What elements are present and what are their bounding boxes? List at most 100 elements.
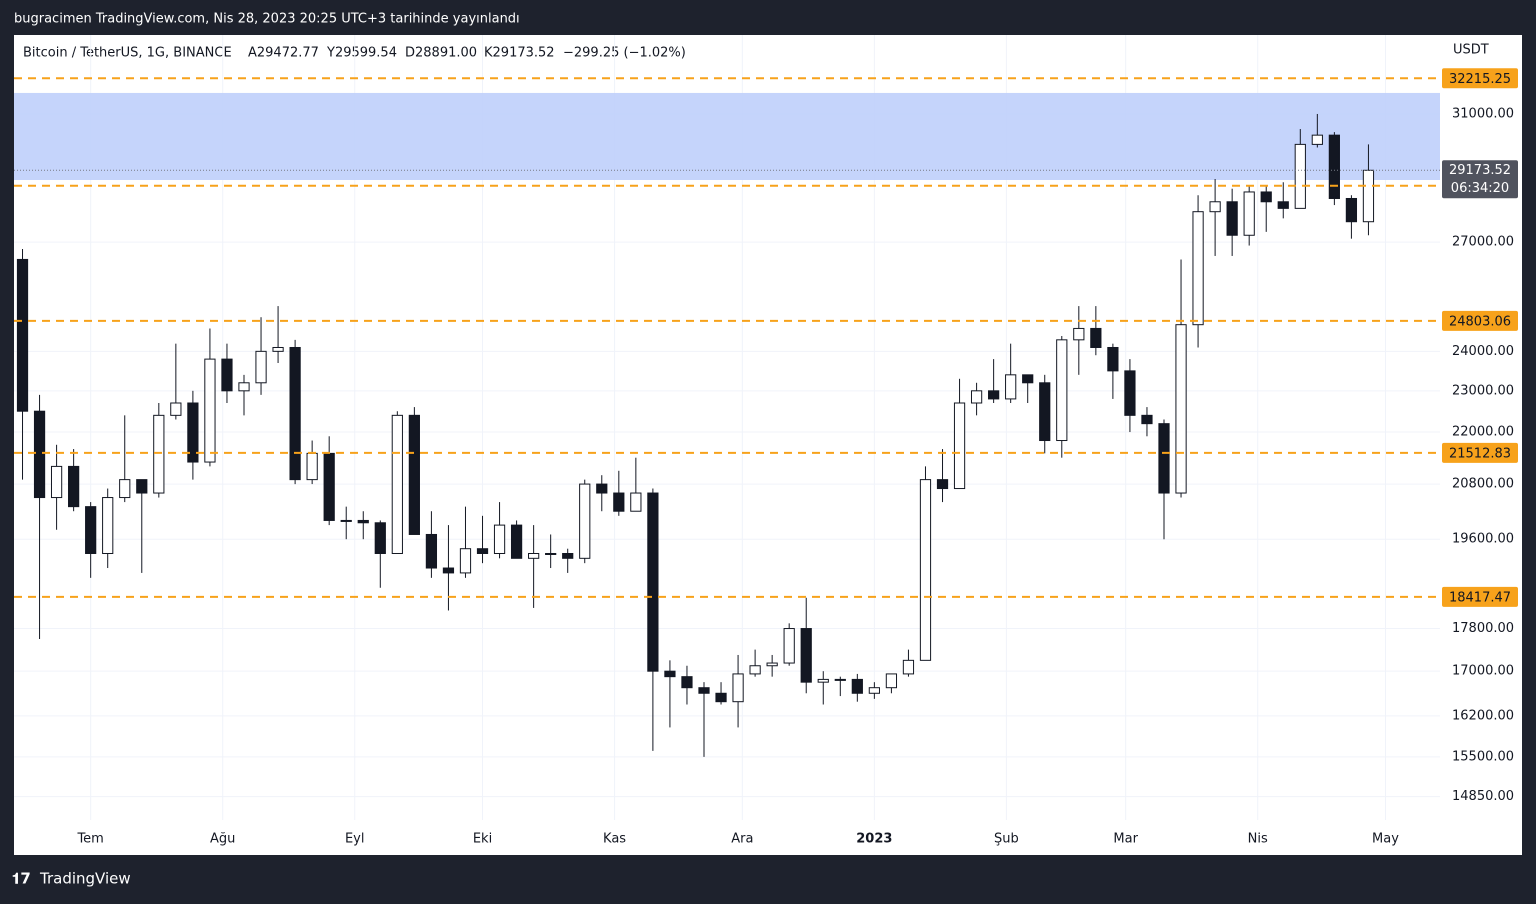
countdown: 06:34:20 xyxy=(1451,181,1509,196)
level-tag xyxy=(1442,586,1518,607)
candle-body xyxy=(613,492,625,512)
candle-body xyxy=(68,465,80,508)
candle-body xyxy=(919,479,932,661)
candle-body xyxy=(1039,382,1051,442)
x-tick-label: Eki xyxy=(473,832,492,847)
candle-body xyxy=(732,673,744,703)
candle-body xyxy=(204,358,216,463)
candle-body xyxy=(16,258,29,412)
candle-body xyxy=(647,492,659,672)
candle-body xyxy=(885,673,898,689)
x-tick-label: Tem xyxy=(76,832,103,847)
candle-body xyxy=(988,390,1000,400)
candle-body xyxy=(817,678,829,683)
candle-body xyxy=(272,346,284,352)
candle-body xyxy=(340,519,352,522)
level-tag xyxy=(1442,442,1518,463)
candle-body xyxy=(1311,134,1323,145)
candle-body xyxy=(1124,370,1136,416)
candle-body xyxy=(562,552,574,559)
candle-body xyxy=(630,492,642,512)
y-tick-label: 19600.00 xyxy=(1452,532,1514,547)
x-tick-label: Kas xyxy=(603,832,626,847)
x-tick-label: Nis xyxy=(1248,832,1268,847)
candle-body xyxy=(851,678,863,694)
candle-body xyxy=(834,678,846,681)
candle-body xyxy=(119,479,131,499)
candle-body xyxy=(1294,143,1306,209)
last-price-tag xyxy=(1442,160,1518,199)
x-tick-label: Ara xyxy=(731,832,753,847)
axis-title: USDT xyxy=(1453,43,1489,58)
candle-body xyxy=(868,687,880,694)
candle-body xyxy=(408,414,420,535)
candle-body xyxy=(1362,169,1375,223)
candle-body xyxy=(85,506,97,554)
candle-body xyxy=(476,548,489,554)
candle-body xyxy=(50,465,63,499)
candle-body xyxy=(1073,327,1085,341)
y-tick-label: 14850.00 xyxy=(1452,789,1514,804)
candle-body xyxy=(970,390,983,404)
candle-body xyxy=(749,665,761,675)
candle-body xyxy=(493,524,506,554)
candle-body xyxy=(545,552,557,555)
candle-body xyxy=(579,483,591,559)
candle-body xyxy=(425,533,438,569)
brand-logo: 𝟏7 xyxy=(12,870,31,888)
level-label: 18417.47 xyxy=(1449,590,1511,605)
level-tag xyxy=(1442,68,1518,89)
brand: TradingView xyxy=(39,870,131,888)
candle-body xyxy=(289,346,301,481)
candle-body xyxy=(1345,197,1358,223)
candle-body xyxy=(323,452,335,521)
open: A29472.77 xyxy=(248,46,319,61)
candle-body xyxy=(510,524,523,559)
candle-body xyxy=(766,662,778,667)
y-tick-label: 22000.00 xyxy=(1452,425,1514,440)
candle-body xyxy=(1243,191,1255,236)
y-tick-label: 15500.00 xyxy=(1452,749,1514,764)
change: −299.25 (−1.02%) xyxy=(563,46,686,61)
candle-body xyxy=(953,402,966,490)
published: bugracimen TradingView.com, Nis 28, 2023… xyxy=(14,12,520,27)
candle-body xyxy=(800,628,812,683)
candle-body xyxy=(255,350,267,384)
candle-body xyxy=(715,692,727,703)
candle-body xyxy=(187,402,199,463)
candle-body xyxy=(357,519,369,524)
candle-body xyxy=(1328,134,1340,199)
y-tick-label: 31000.00 xyxy=(1452,106,1514,121)
candle-body xyxy=(459,548,472,574)
x-tick-label: Şub xyxy=(994,832,1019,847)
candle-body xyxy=(1175,324,1187,494)
candle-body xyxy=(1277,201,1289,209)
candle-body xyxy=(936,479,949,490)
last-price-label: 29173.52 xyxy=(1449,163,1511,178)
y-tick-label: 27000.00 xyxy=(1452,235,1514,250)
y-tick-label: 17800.00 xyxy=(1452,621,1514,636)
low: D28891.00 xyxy=(405,46,477,61)
candle-body xyxy=(1192,211,1204,326)
candle-body xyxy=(153,414,165,494)
x-tick-label: Ağu xyxy=(210,832,235,847)
level-tag xyxy=(1442,310,1518,331)
candle-body xyxy=(1260,191,1272,203)
candle-body xyxy=(170,402,182,416)
candle-body xyxy=(238,382,250,392)
candle-body xyxy=(681,676,693,689)
candle-body xyxy=(902,659,915,675)
candle-body xyxy=(698,687,710,694)
candle-body xyxy=(596,483,608,494)
candle-body xyxy=(528,552,540,559)
x-tick-label: 2023 xyxy=(856,832,892,847)
symbol: Bitcoin / TetherUS, 1G, BINANCE xyxy=(23,46,232,61)
candle-body xyxy=(1090,327,1102,348)
x-tick-label: Mar xyxy=(1113,832,1138,847)
y-tick-label: 23000.00 xyxy=(1452,383,1514,398)
zone xyxy=(14,92,1440,180)
candle-body xyxy=(306,452,318,481)
candle-body xyxy=(1022,374,1034,384)
